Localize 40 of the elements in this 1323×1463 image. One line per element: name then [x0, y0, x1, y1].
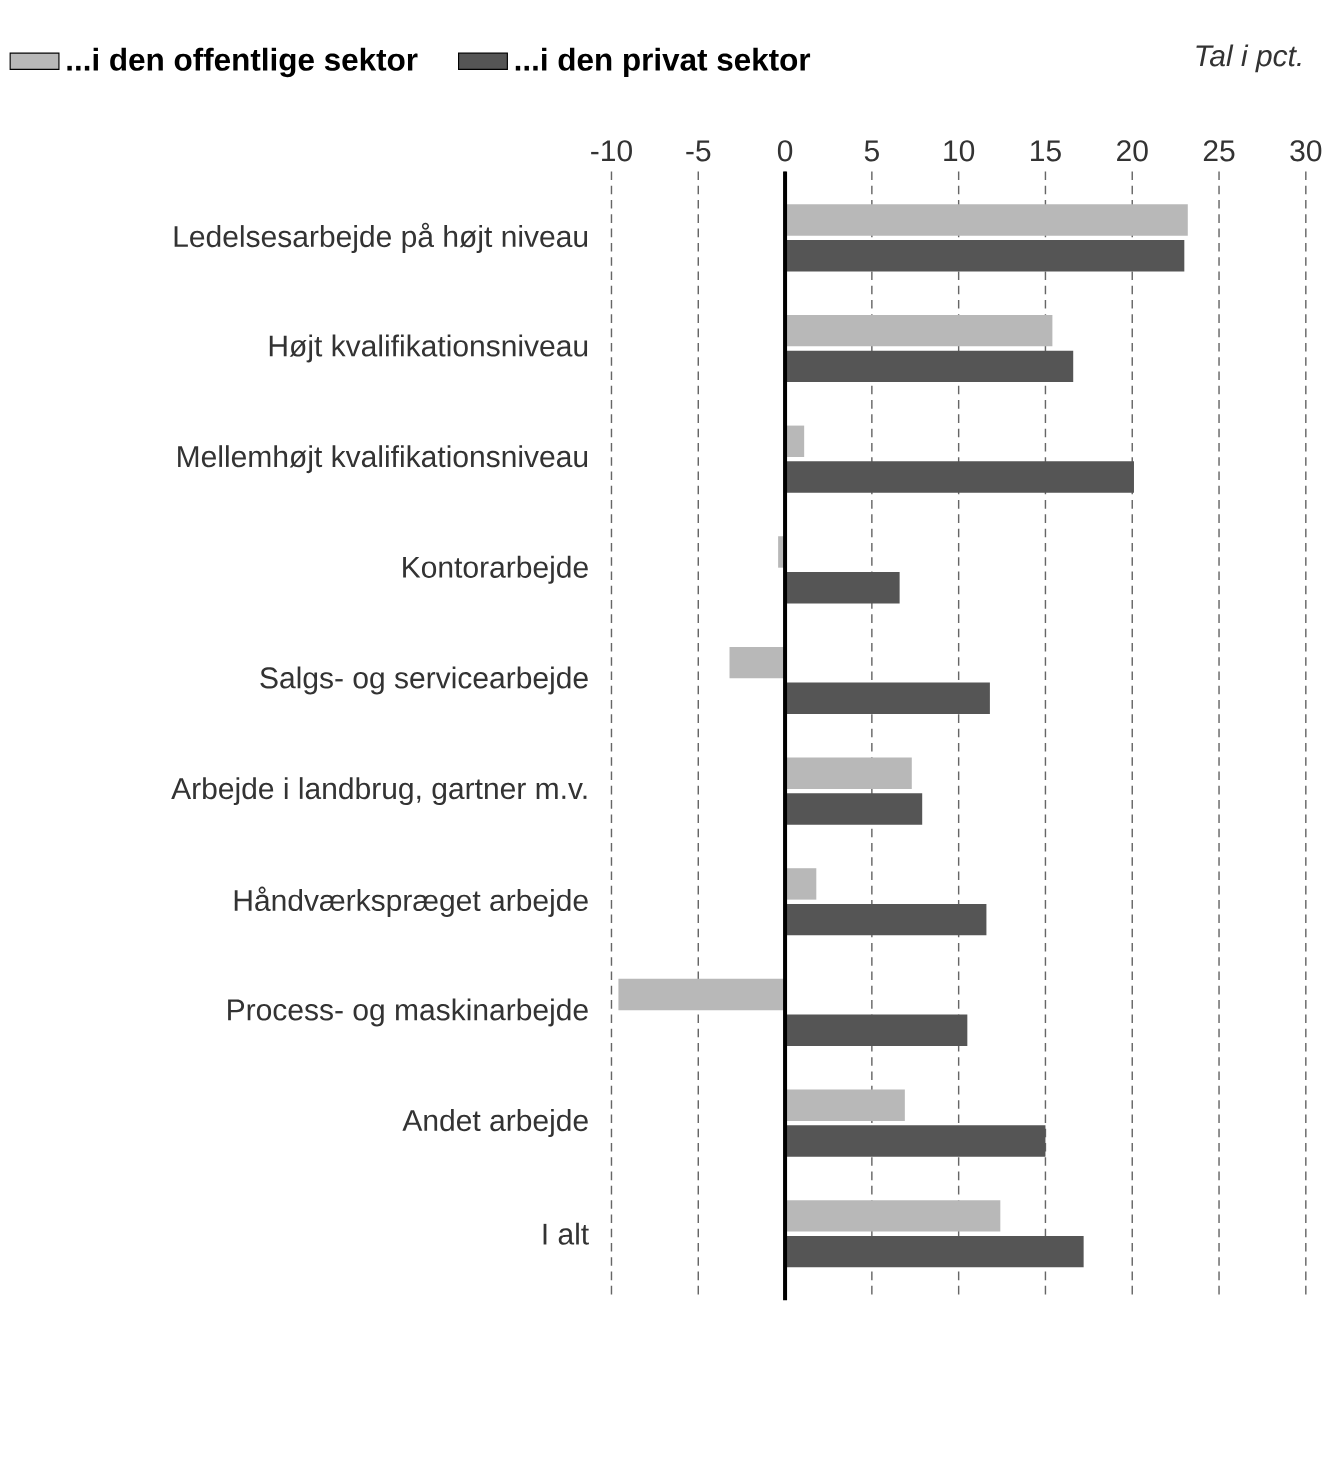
x-tick-label: 10 — [944, 140, 975, 162]
legend-label: ...i den offentlige sektor — [67, 47, 418, 78]
bar — [785, 1089, 905, 1121]
bar — [785, 1125, 1046, 1157]
bar — [785, 314, 1053, 347]
x-tick-label: 25 — [1203, 140, 1235, 162]
y-tick-label: I alt — [543, 1222, 589, 1245]
bar — [785, 571, 900, 604]
y-tick-label: Salgs- og servicearbejde — [260, 666, 588, 695]
y-tick-label: Mellemhøjt kvalifikationsniveau — [178, 445, 588, 474]
x-tick-label: 20 — [1117, 140, 1148, 162]
bar — [785, 204, 1188, 236]
x-tick-label: -5 — [686, 140, 711, 162]
bar — [785, 682, 990, 715]
y-tick-label: Andet arbejde — [402, 1109, 588, 1138]
y-tick-label: Højt kvalifikationsniveau — [269, 334, 588, 363]
y-tick-label: Kontorarbejde — [403, 555, 588, 584]
bar — [618, 978, 786, 1011]
legend-label: ...i den privat sektor — [515, 47, 811, 78]
bar — [785, 1014, 968, 1047]
bar — [785, 350, 1074, 383]
x-tick-label: -10 — [591, 140, 632, 162]
bar — [785, 1200, 1001, 1232]
bar — [785, 240, 1185, 272]
bar — [785, 903, 987, 936]
bar — [785, 461, 1134, 493]
bar — [729, 646, 786, 679]
x-tick-label: 0 — [777, 140, 793, 162]
y-tick-label: Arbejde i landbrug, gartner m.v. — [171, 777, 587, 806]
x-tick-label: 5 — [864, 140, 879, 162]
bar — [785, 868, 817, 900]
x-tick-label: 30 — [1290, 140, 1322, 162]
x-tick-label: 15 — [1031, 140, 1061, 162]
text: Tal i pct. — [1196, 44, 1301, 73]
y-tick-label: Ledelsesarbejde på højt niveau — [174, 222, 588, 254]
y-tick-label: Håndværkspræget arbejde — [234, 886, 588, 917]
y-tick-label: Process- og maskinarbejde — [228, 998, 588, 1027]
bar — [785, 1235, 1084, 1268]
bar — [785, 793, 923, 825]
bar — [785, 757, 912, 789]
